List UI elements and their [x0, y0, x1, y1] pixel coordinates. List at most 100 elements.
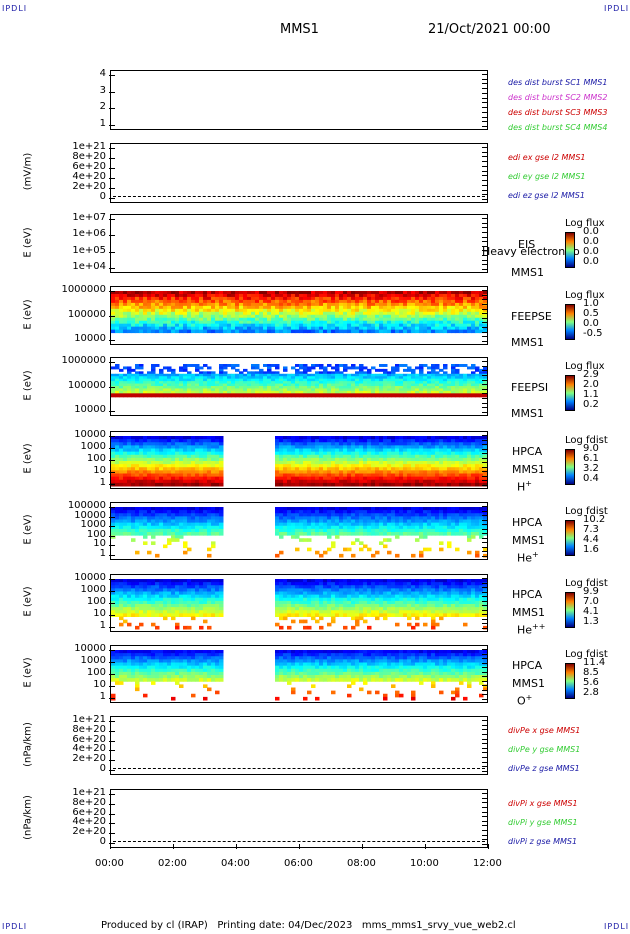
panel-6-cell — [171, 454, 176, 459]
panel-6-cell — [287, 445, 292, 449]
panel-4-cell — [479, 326, 484, 331]
panel-4-cell — [303, 293, 308, 298]
panel-4-cell — [323, 329, 328, 334]
panel-5-right-tick — [482, 393, 488, 395]
panel-6-cell — [283, 445, 288, 449]
panel-5-cell — [363, 383, 368, 387]
panel-6-cell — [375, 467, 380, 471]
panel-6-cell — [415, 436, 420, 440]
panel-6-cell — [375, 473, 380, 478]
panel-4-cell — [411, 323, 416, 328]
panel-2-ytick-mark — [109, 168, 115, 169]
panel-4-cell — [275, 314, 280, 319]
panel-4-cell — [315, 329, 320, 334]
panel-5-cell — [467, 378, 472, 382]
panel-5-cell — [291, 376, 296, 380]
panel-5-cell — [259, 390, 264, 394]
panel-8-cell — [167, 588, 172, 592]
panel-7-cell — [155, 507, 160, 511]
panel-6-cell — [191, 436, 196, 440]
panel-6-colorbar-value: 6.1 — [583, 453, 599, 464]
panel-5-cell — [415, 386, 420, 389]
panel-6-cell — [183, 461, 188, 465]
panel-5-cell — [187, 393, 192, 398]
panel-6-cell — [199, 454, 204, 459]
panel-6-cell — [427, 479, 432, 484]
panel-4-cell — [339, 323, 344, 328]
panel-8-cell — [131, 588, 136, 592]
panel-5-cell — [255, 378, 260, 382]
panel-5-cell — [427, 373, 432, 377]
panel-5-cell — [451, 393, 456, 398]
panel-8-cell — [135, 604, 140, 608]
panel-6-cell — [343, 445, 348, 449]
panel-7-cell — [199, 507, 204, 511]
panel-6-cell — [291, 470, 296, 474]
panel-4-cell — [359, 323, 364, 328]
panel-7-cell — [363, 513, 368, 517]
panel-4-cell — [327, 311, 332, 316]
panel-4-cell — [391, 299, 396, 304]
panel-4-cell — [343, 329, 348, 334]
panel-5-cell — [311, 378, 316, 382]
panel-5-cell — [251, 388, 256, 392]
panel-6-cell — [175, 467, 180, 471]
panel-4-cell — [247, 296, 252, 301]
panel-3-ytick-mark — [109, 251, 115, 253]
panel-4-cell — [115, 308, 120, 313]
panel-4-cell — [251, 308, 256, 313]
panel-6-cell — [379, 476, 384, 481]
panel-5-cell — [155, 364, 160, 367]
panel-8-cell — [183, 607, 188, 611]
panel-7-cell — [299, 522, 304, 527]
panel-4-cell — [167, 302, 172, 307]
panel-8-cell — [179, 588, 184, 592]
panel-5-cell — [267, 390, 272, 394]
panel-4-cell — [203, 302, 208, 307]
panel-6-cell — [375, 476, 380, 481]
panel-8-cell — [171, 604, 176, 608]
panel-6-cell — [383, 482, 388, 487]
panel-5-cell — [331, 388, 336, 392]
panel-6-cell — [351, 482, 356, 487]
panel-5-cell — [115, 388, 120, 392]
panel-5-cell — [159, 376, 164, 380]
panel-4-cell — [419, 314, 424, 319]
panel-7-cell — [175, 522, 180, 527]
panel-6-cell — [207, 476, 212, 481]
panel-8-cell — [179, 591, 184, 596]
panel-4-cell — [455, 299, 460, 304]
panel-5-cell — [239, 381, 244, 385]
panel-3-right-tick — [482, 227, 488, 229]
panel-6-cell — [447, 479, 452, 484]
panel-4-cell — [311, 326, 316, 331]
panel-5-cell — [351, 378, 356, 382]
panel-4-cell — [415, 302, 420, 307]
panel-4-cell — [443, 314, 448, 319]
panel-4-cell — [147, 302, 152, 307]
panel-5-cell — [471, 364, 476, 367]
panel-5-cell — [411, 386, 416, 389]
panel-6-cell — [415, 467, 420, 471]
panel-5-cell — [163, 383, 168, 387]
panel-4-cell — [295, 296, 300, 301]
panel-5-cell — [115, 366, 120, 370]
panel-7-ytick: 10000 — [74, 509, 106, 521]
panel-5-cell — [319, 388, 324, 392]
panel-5-cell — [235, 364, 240, 367]
panel-7-cell — [335, 519, 340, 524]
panel-5-cell — [419, 381, 424, 385]
panel-4-cell — [111, 305, 116, 310]
panel-6-cell — [219, 439, 224, 443]
panel-4-cell — [431, 326, 436, 331]
panel-4-cell — [467, 311, 472, 316]
panel-4-cell — [175, 329, 180, 334]
panel-4-cell — [311, 293, 316, 298]
panel-6-cell — [179, 445, 184, 449]
panel-7-cell — [467, 528, 472, 533]
panel-4-cell — [455, 314, 460, 319]
panel-6-cell — [435, 457, 440, 462]
panel-5-cell — [243, 388, 248, 392]
panel-6-cell — [379, 445, 384, 449]
panel-6-cell — [219, 442, 224, 446]
